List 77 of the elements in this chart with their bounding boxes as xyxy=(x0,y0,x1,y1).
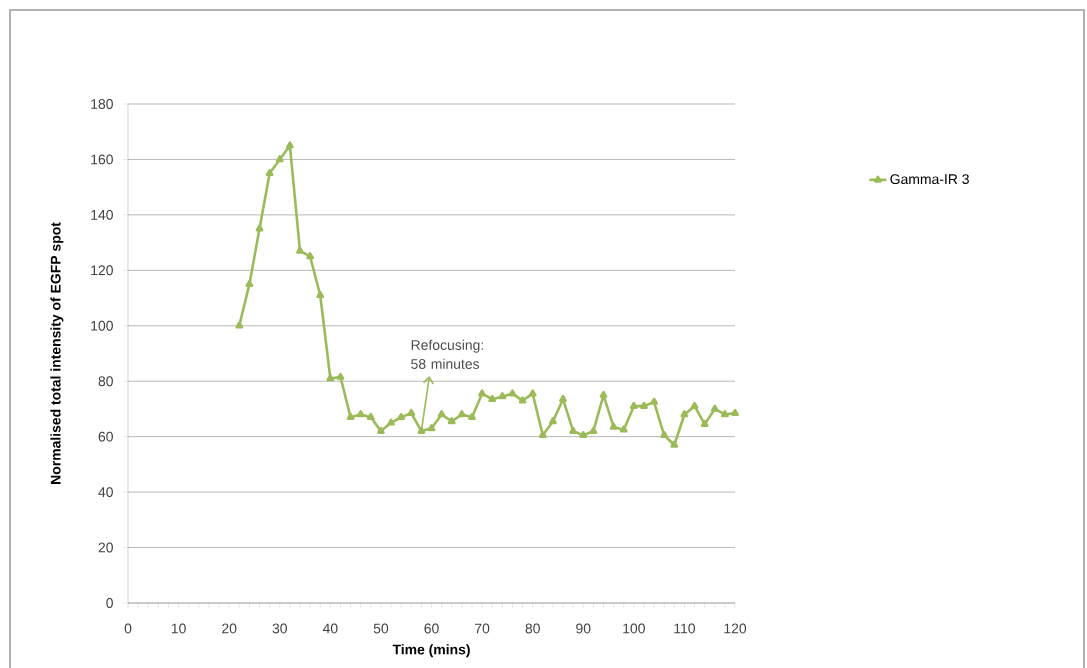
point xyxy=(265,168,274,177)
point xyxy=(660,430,669,439)
x-tick-label: 110 xyxy=(674,623,696,634)
point xyxy=(397,412,406,421)
point xyxy=(245,279,254,287)
point xyxy=(589,426,598,434)
x-tick-label: 50 xyxy=(373,623,389,634)
point xyxy=(377,426,385,434)
point xyxy=(478,389,486,397)
x-axis-title: Time (mins) xyxy=(392,644,470,658)
point xyxy=(417,426,426,434)
legend-label: Gamma-IR 3 xyxy=(890,174,969,185)
point xyxy=(549,417,557,425)
point xyxy=(437,410,446,418)
x-tick-label: 70 xyxy=(475,623,490,634)
y-tick-label: 40 xyxy=(98,487,113,498)
point xyxy=(235,321,244,329)
point xyxy=(356,410,365,418)
x-tick-label: 90 xyxy=(576,623,591,634)
point xyxy=(447,417,456,425)
y-tick-label: 140 xyxy=(91,209,113,220)
x-tick-label: 20 xyxy=(222,623,237,634)
point xyxy=(336,372,345,380)
y-tick-label: 80 xyxy=(98,376,113,387)
point xyxy=(670,440,679,448)
point xyxy=(407,408,416,416)
point xyxy=(721,410,729,418)
y-tick-label: 180 xyxy=(91,99,113,109)
x-tick-label: 30 xyxy=(272,623,287,634)
point xyxy=(498,392,507,400)
y-tick-label: 0 xyxy=(106,598,113,608)
x-tick-label: 120 xyxy=(724,623,747,634)
x-tick-label: 60 xyxy=(424,623,439,634)
point xyxy=(629,401,638,409)
point xyxy=(326,374,335,382)
point xyxy=(316,290,325,299)
point xyxy=(619,425,628,433)
y-tick-label: 120 xyxy=(91,265,113,276)
point xyxy=(275,155,284,163)
y-tick-label: 160 xyxy=(91,154,113,165)
point xyxy=(579,430,588,439)
point xyxy=(640,401,648,409)
point xyxy=(427,424,436,432)
point xyxy=(387,418,395,426)
x-tick-label: 10 xyxy=(171,623,186,634)
point xyxy=(599,390,608,398)
point xyxy=(690,401,699,409)
point xyxy=(559,394,567,403)
point xyxy=(569,426,578,434)
y-axis-title: Normalised total intensity of EGFP spot xyxy=(50,222,64,484)
point xyxy=(296,246,304,254)
point xyxy=(255,224,264,232)
point xyxy=(609,422,618,430)
point xyxy=(468,412,476,421)
y-tick-label: 20 xyxy=(98,542,113,553)
x-tick-label: 100 xyxy=(623,623,645,634)
point xyxy=(518,396,527,404)
y-tick-label: 60 xyxy=(98,431,113,442)
point xyxy=(457,410,466,418)
point xyxy=(700,419,709,427)
point xyxy=(528,389,537,397)
point xyxy=(508,389,517,397)
point xyxy=(488,394,497,403)
point xyxy=(538,430,547,439)
point xyxy=(710,404,719,412)
x-tick-label: 80 xyxy=(525,623,540,634)
point xyxy=(366,412,375,421)
y-tick-label: 100 xyxy=(91,320,113,331)
point xyxy=(285,141,294,149)
point xyxy=(306,252,315,260)
point xyxy=(731,408,739,416)
point xyxy=(680,410,689,418)
point xyxy=(650,397,658,405)
x-tick-label: 0 xyxy=(124,623,132,634)
x-tick-label: 40 xyxy=(322,623,338,634)
annotation: Refocusing: 58 minutes xyxy=(411,339,483,369)
point xyxy=(346,412,355,421)
